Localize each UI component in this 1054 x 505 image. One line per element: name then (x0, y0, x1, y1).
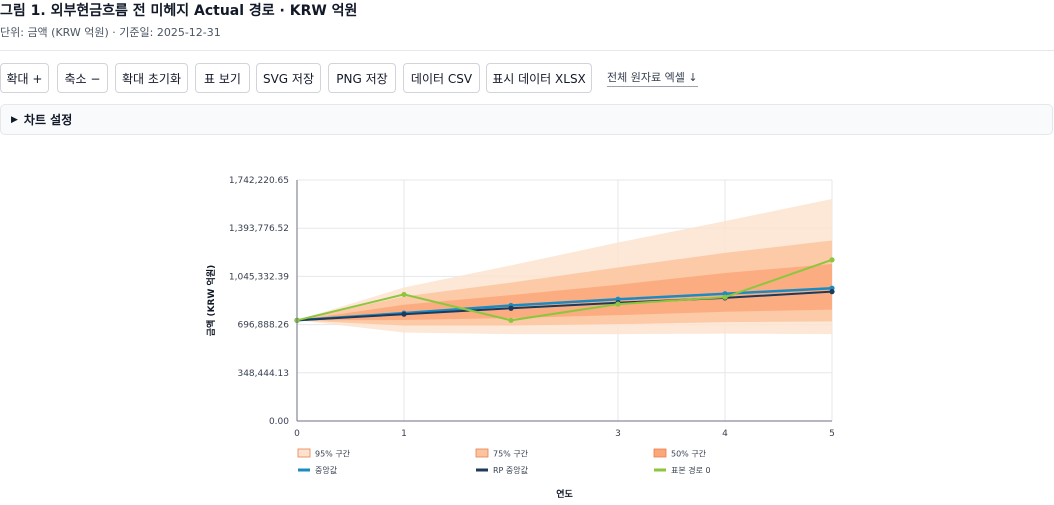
chart-settings-label: 차트 설정 (23, 113, 73, 127)
legend-label: 75% 구간 (493, 449, 529, 459)
chart: 0.00 348,444.13 696,888.26 1,045,332.39 1,39… (205, 176, 835, 500)
page-subtitle: 단위: 금액 (KRW 억원) · 기준일: 2025-12-31 (0, 26, 221, 39)
series-3-point[interactable] (829, 257, 835, 263)
zoom-out-button[interactable]: 축소 − (57, 63, 108, 93)
header-divider (0, 50, 1054, 51)
x-tick-label: 3 (615, 429, 621, 439)
display-xlsx-button[interactable]: 표시 데이터 XLSX (486, 63, 592, 93)
page-title: 그림 1. 외부현금흐름 전 미헤지 Actual 경로 · KRW 억원 (0, 3, 358, 19)
y-tick-label: 1,045,332.39 (229, 272, 289, 282)
band-3 (297, 263, 832, 321)
x-tick-label: 0 (294, 429, 300, 439)
series-line-3 (296, 258, 833, 322)
series-3-point[interactable] (615, 301, 621, 307)
legend-label: 50% 구간 (671, 449, 707, 459)
data-csv-button[interactable]: 데이터 CSV (403, 63, 480, 93)
png-save-button[interactable]: PNG 저장 (328, 63, 396, 93)
y-tick-label: 348,444.13 (237, 369, 289, 379)
legend-label: RP 중앙값 (493, 465, 529, 475)
legend-label: 95% 구간 (315, 449, 351, 459)
x-tick-label: 1 (401, 429, 407, 439)
y-axis-title: 금액 (KRW 억원) (205, 265, 217, 336)
x-axis-title: 연도 (556, 489, 573, 500)
zoom-in-button[interactable]: 확대 + (0, 63, 49, 93)
series-2-point[interactable] (829, 289, 835, 295)
series-2-point[interactable] (401, 311, 407, 317)
series-lines (294, 257, 835, 323)
series-line-2 (296, 290, 833, 322)
full-excel-link-label: 전체 원자료 엑셀 ↓ (607, 69, 698, 87)
axes: 0.00 348,444.13 696,888.26 1,045,332.39 1,39… (205, 176, 835, 500)
zoom-reset-button[interactable]: 확대 초기화 (115, 63, 188, 93)
series-2-point[interactable] (508, 305, 514, 311)
chart-toolbar: 확대 + 축소 − 확대 초기화 표 보기 SVG 저장 PNG 저장 데이터 … (0, 63, 1054, 93)
table-view-button[interactable]: 표 보기 (195, 63, 250, 93)
legend-swatch-band (653, 448, 667, 458)
series-3-point[interactable] (401, 291, 407, 298)
y-tick-label: 0.00 (269, 417, 289, 427)
legend-swatch-band (475, 448, 489, 458)
full-excel-link[interactable]: 전체 원자료 엑셀 ↓ (607, 63, 698, 93)
chart-settings-toggle[interactable]: ▶ 차트 설정 (0, 104, 1053, 135)
legend-label: 중앙값 (315, 465, 338, 475)
y-tick-label: 1,393,776.52 (229, 224, 289, 234)
y-tick-label: 696,888.26 (237, 321, 289, 331)
x-tick-label: 4 (722, 429, 728, 439)
svg-save-button[interactable]: SVG 저장 (256, 63, 321, 93)
y-tick-label: 1,742,220.65 (229, 176, 289, 186)
disclosure-triangle-icon: ▶ (11, 114, 18, 125)
legend-label: 표본 경로 0 (671, 465, 711, 475)
series-3-point[interactable] (508, 317, 514, 323)
x-tick-label: 5 (829, 429, 835, 439)
series-3-point[interactable] (722, 294, 728, 300)
legend-swatch-band (297, 448, 311, 458)
